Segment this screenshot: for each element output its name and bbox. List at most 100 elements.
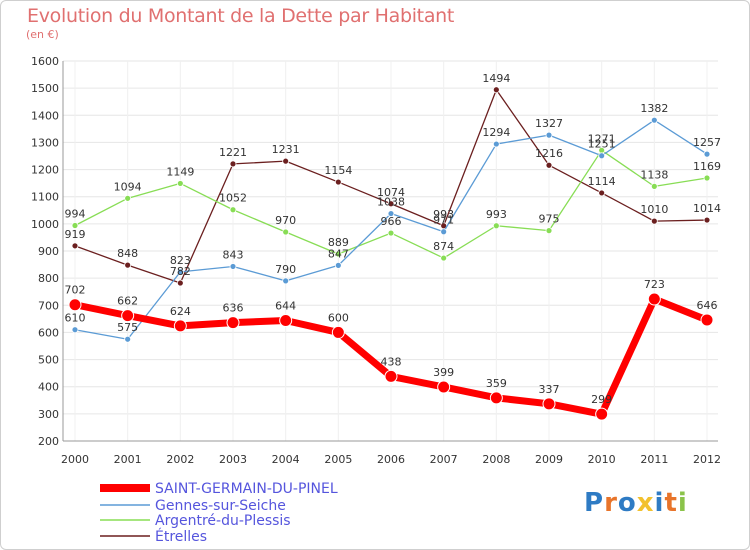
data-label: 1052 bbox=[219, 192, 247, 205]
data-point bbox=[71, 222, 79, 229]
y-tick-label: 300 bbox=[38, 408, 59, 421]
legend-label: Gennes-sur-Seiche bbox=[155, 498, 286, 514]
data-label: 646 bbox=[697, 299, 718, 312]
data-point bbox=[545, 131, 553, 139]
data-point bbox=[703, 150, 711, 158]
legend-label: Argentré-du-Plessis bbox=[155, 513, 291, 529]
data-point bbox=[176, 279, 184, 287]
data-label: 1221 bbox=[219, 146, 247, 159]
data-point bbox=[124, 261, 132, 269]
data-point bbox=[703, 174, 711, 182]
data-label: 993 bbox=[433, 208, 454, 221]
data-point bbox=[121, 309, 135, 323]
data-point bbox=[647, 292, 661, 306]
data-label: 1114 bbox=[588, 175, 616, 188]
data-label: 1154 bbox=[324, 164, 352, 177]
data-point bbox=[387, 210, 395, 217]
data-point bbox=[331, 325, 345, 339]
data-label: 919 bbox=[65, 228, 86, 241]
y-tick-label: 700 bbox=[38, 299, 59, 312]
data-point bbox=[229, 263, 237, 270]
data-point bbox=[650, 116, 658, 124]
data-point bbox=[387, 229, 395, 237]
data-label: 359 bbox=[486, 377, 507, 390]
x-tick-label: 2008 bbox=[482, 453, 510, 466]
data-label: 975 bbox=[539, 213, 560, 226]
data-label: 994 bbox=[65, 207, 86, 220]
data-point bbox=[440, 228, 448, 236]
data-label: 971 bbox=[433, 214, 454, 227]
data-label: 1094 bbox=[114, 180, 142, 193]
data-point bbox=[700, 313, 714, 327]
y-tick-label: 1200 bbox=[31, 164, 59, 177]
data-point bbox=[226, 316, 240, 330]
x-tick-label: 2012 bbox=[693, 453, 721, 466]
legend-label: SAINT-GERMAIN-DU-PINEL bbox=[155, 481, 338, 497]
data-point bbox=[279, 313, 293, 327]
data-label: 600 bbox=[328, 311, 349, 324]
x-tick-label: 2004 bbox=[272, 453, 300, 466]
data-label: 1038 bbox=[377, 196, 405, 209]
x-tick-label: 2010 bbox=[588, 453, 616, 466]
data-label: 823 bbox=[170, 254, 191, 267]
x-tick-label: 2011 bbox=[640, 453, 668, 466]
logo-letter: r bbox=[604, 488, 618, 518]
data-point bbox=[124, 194, 132, 202]
x-tick-label: 2007 bbox=[430, 453, 458, 466]
data-point bbox=[542, 397, 556, 411]
logo-letter: i bbox=[677, 488, 688, 518]
x-tick-label: 2000 bbox=[61, 453, 89, 466]
y-tick-label: 1400 bbox=[31, 109, 59, 122]
data-label: 1231 bbox=[272, 143, 300, 156]
data-label: 337 bbox=[539, 383, 560, 396]
data-label: 1074 bbox=[377, 186, 405, 199]
logo-letter: P bbox=[584, 488, 605, 518]
data-point bbox=[334, 178, 342, 186]
data-label: 662 bbox=[117, 295, 138, 308]
data-point bbox=[229, 206, 237, 214]
data-point bbox=[489, 391, 503, 405]
data-label: 299 bbox=[591, 393, 612, 406]
y-tick-label: 500 bbox=[38, 354, 59, 367]
data-point bbox=[229, 160, 237, 168]
data-point bbox=[71, 242, 79, 250]
data-label: 1257 bbox=[693, 136, 721, 149]
y-tick-label: 1000 bbox=[31, 218, 59, 231]
data-label: 399 bbox=[433, 366, 454, 379]
data-label: 966 bbox=[381, 215, 402, 228]
data-label: 723 bbox=[644, 278, 665, 291]
x-tick-label: 2001 bbox=[114, 453, 142, 466]
data-point bbox=[282, 277, 290, 285]
data-label: 702 bbox=[65, 284, 86, 297]
data-point bbox=[124, 335, 132, 343]
data-point bbox=[387, 200, 395, 208]
data-label: 1382 bbox=[640, 102, 668, 115]
data-point bbox=[173, 319, 187, 333]
data-point bbox=[437, 380, 451, 394]
data-label: 636 bbox=[223, 302, 244, 315]
data-point bbox=[650, 217, 658, 225]
y-tick-label: 600 bbox=[38, 326, 59, 339]
data-label: 790 bbox=[275, 263, 296, 276]
y-tick-label: 1500 bbox=[31, 82, 59, 95]
data-point bbox=[492, 140, 500, 148]
data-label: 970 bbox=[275, 214, 296, 227]
data-label: 1494 bbox=[482, 72, 510, 85]
data-point bbox=[384, 369, 398, 383]
data-point bbox=[334, 250, 342, 258]
data-point bbox=[598, 152, 606, 160]
data-label: 1294 bbox=[482, 126, 510, 139]
data-label: 782 bbox=[170, 265, 191, 278]
data-label: 1149 bbox=[166, 165, 194, 178]
logo-letter: o bbox=[617, 488, 637, 518]
data-label: 1010 bbox=[640, 203, 668, 216]
data-label: 1216 bbox=[535, 147, 563, 160]
x-tick-label: 2006 bbox=[377, 453, 405, 466]
logo-letter: t bbox=[664, 488, 678, 518]
data-point bbox=[595, 407, 609, 421]
data-point bbox=[334, 261, 342, 269]
x-tick-label: 2002 bbox=[166, 453, 194, 466]
data-label: 993 bbox=[486, 208, 507, 221]
y-tick-label: 1100 bbox=[31, 191, 59, 204]
